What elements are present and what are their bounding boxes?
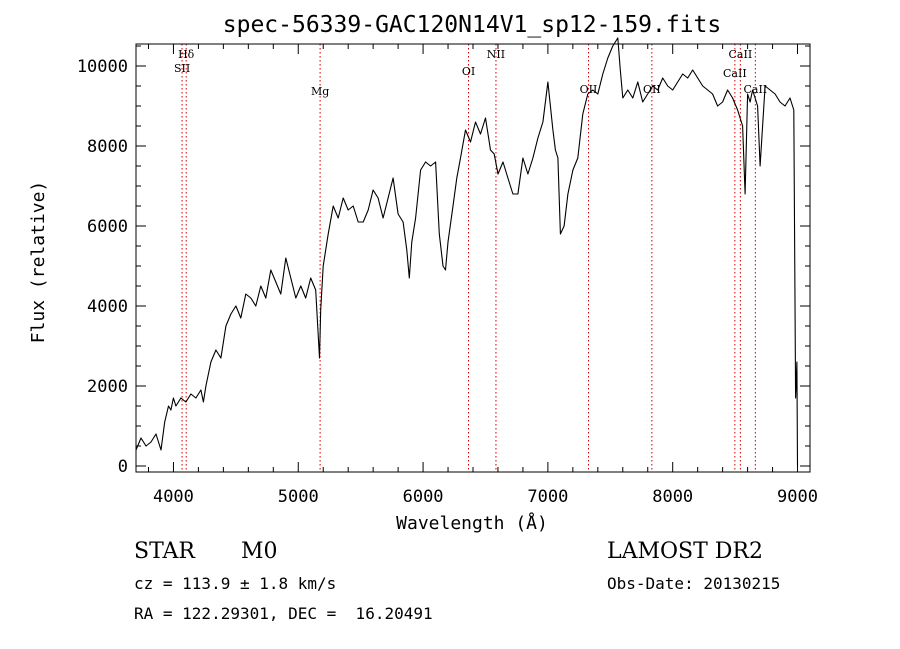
y-tick-label-2: 4000 (87, 297, 128, 317)
line-marker-label-6: OII (643, 83, 661, 96)
object-subclass: M0 (241, 539, 278, 564)
spectrum-series-0 (135, 37, 799, 467)
line-marker-label-8: CaII (729, 48, 753, 61)
y-tick-label-0: 0 (118, 457, 128, 477)
observation-date: Obs-Date: 20130215 (607, 574, 781, 593)
line-marker-label-7: CaII (723, 67, 747, 80)
line-marker-label-2: Mg (311, 85, 329, 98)
redshift-value: cz = 113.9 ± 1.8 km/s (134, 574, 337, 593)
object-class: STAR (134, 539, 195, 564)
y-tick-label-3: 6000 (87, 217, 128, 237)
y-tick-label-5: 10000 (77, 57, 128, 77)
line-marker-label-5: OII (580, 83, 598, 96)
x-axis-label: Wavelength (Å) (396, 512, 548, 534)
chart-title: spec-56339-GAC120N14V1_sp12-159.fits (223, 12, 722, 38)
axes: 4000 5000 6000 7000 8000 9000 0 2000 4000 6000 800… (77, 44, 818, 507)
line-marker-label-0: Hδ (178, 48, 195, 61)
line-marker-label-4: NII (487, 48, 505, 61)
x-tick-label-3: 7000 (527, 487, 568, 507)
x-tick-label-4: 8000 (652, 487, 693, 507)
sky-coordinates: RA = 122.29301, DEC = 16.20491 (134, 604, 433, 623)
x-tick-label-2: 6000 (403, 487, 444, 507)
line-marker-label-1: SII (174, 62, 190, 75)
line-marker-label-9: CaII (743, 83, 767, 96)
plot-frame (135, 43, 811, 473)
x-tick-label-1: 5000 (278, 487, 319, 507)
y-axis-label: Flux (relative) (28, 181, 49, 344)
x-tick-label-0: 4000 (153, 487, 194, 507)
survey-name: LAMOST DR2 (607, 539, 763, 564)
y-tick-label-4: 8000 (87, 137, 128, 157)
x-tick-label-5: 9000 (777, 487, 818, 507)
line-marker-label-3: OI (462, 65, 475, 78)
y-tick-label-1: 2000 (87, 377, 128, 397)
